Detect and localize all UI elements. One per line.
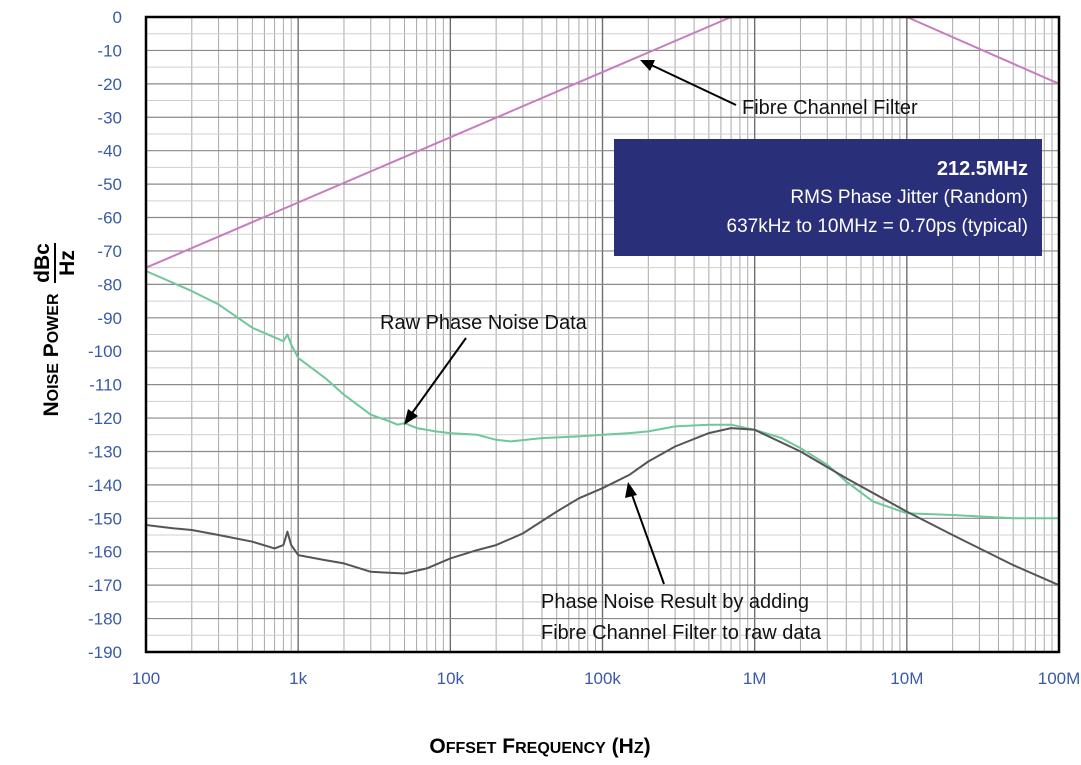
raw-arrowhead xyxy=(404,409,418,425)
y-axis-unit-denominator: Hz xyxy=(56,250,79,276)
y-tick-labels: 0 -10 -20 -30 -40 -50 -60 -70 -80 -90 -100 -110 -120… xyxy=(88,8,122,662)
filter-annotation: Fibre Channel Filter xyxy=(742,97,918,119)
y-tick-label: -170 xyxy=(88,576,122,595)
raw-annotation: Raw Phase Noise Data xyxy=(380,312,588,334)
y-tick-label: -80 xyxy=(97,275,122,294)
y-tick-label: -20 xyxy=(97,75,122,94)
y-axis-label-text: NOISE POWER xyxy=(40,293,63,417)
series-line-result xyxy=(145,427,1060,587)
plot-frame xyxy=(144,15,1061,654)
filter-arrow xyxy=(646,62,737,106)
x-tick-label: 100M xyxy=(1038,669,1081,688)
annotations: Fibre Channel Filter Raw Phase Noise Dat… xyxy=(380,60,918,644)
y-tick-label: -10 xyxy=(97,41,122,60)
result-annotation-line1: Phase Noise Result by adding xyxy=(541,591,809,613)
x-tick-labels: 100 1k 10k 100k 1M 10M 100M xyxy=(132,669,1080,688)
y-tick-label: -100 xyxy=(88,342,122,361)
y-tick-label: -190 xyxy=(88,643,122,662)
info-box-background xyxy=(614,139,1042,256)
y-tick-label: 0 xyxy=(113,8,122,27)
y-tick-label: -120 xyxy=(88,409,122,428)
result-annotation-line2: Fibre Channel Filter to raw data xyxy=(541,622,822,644)
info-box: 212.5MHz RMS Phase Jitter (Random) 637kH… xyxy=(614,139,1042,256)
y-tick-label: -90 xyxy=(97,309,122,328)
y-tick-label: -150 xyxy=(88,509,122,528)
x-tick-label: 1k xyxy=(289,669,307,688)
y-tick-label: -50 xyxy=(97,175,122,194)
y-axis-label: NOISE POWER dBc Hz xyxy=(31,243,79,417)
y-tick-label: -70 xyxy=(97,242,122,261)
info-box-line1: RMS Phase Jitter (Random) xyxy=(790,187,1028,208)
x-tick-label: 10M xyxy=(890,669,923,688)
y-tick-label: -60 xyxy=(97,209,122,228)
x-axis-label: OFFSET FREQUENCY (HZ) xyxy=(429,735,650,758)
raw-arrow xyxy=(409,337,467,417)
y-tick-label: -110 xyxy=(89,376,122,395)
info-box-line2: 637kHz to 10MHz = 0.70ps (typical) xyxy=(727,216,1029,237)
x-tick-label: 100 xyxy=(132,669,160,688)
y-axis-unit-numerator: dBc xyxy=(31,243,54,283)
y-tick-label: -40 xyxy=(97,142,122,161)
y-tick-label: -30 xyxy=(97,108,122,127)
result-arrow xyxy=(630,491,665,585)
y-tick-label: -180 xyxy=(88,610,122,629)
series-line-raw xyxy=(145,270,1059,520)
y-tick-label: -140 xyxy=(88,476,122,495)
info-box-title: 212.5MHz xyxy=(937,158,1028,180)
result-arrowhead xyxy=(625,482,637,498)
y-tick-label: -160 xyxy=(88,543,122,562)
filter-arrowhead xyxy=(640,60,655,71)
x-tick-label: 10k xyxy=(437,669,465,688)
x-tick-label: 100k xyxy=(584,669,621,688)
y-tick-label: -130 xyxy=(88,442,122,461)
x-tick-label: 1M xyxy=(743,669,767,688)
